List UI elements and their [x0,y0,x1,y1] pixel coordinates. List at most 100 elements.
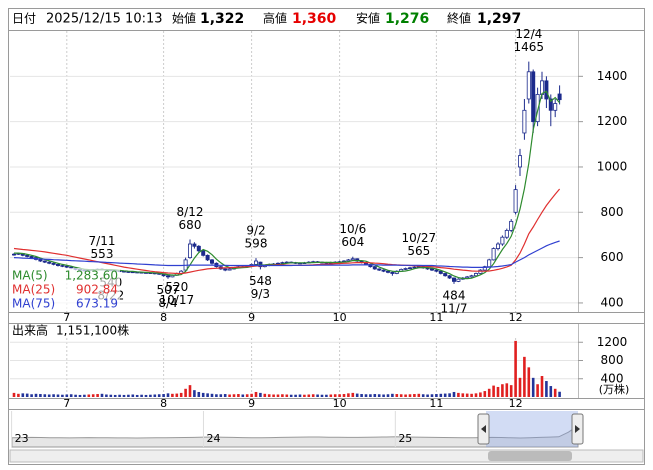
legend-name: MA(5) [12,269,48,283]
candle-body [491,248,496,261]
volume-bar [210,393,214,397]
volume-bar [386,394,390,397]
volume-bar [96,394,99,397]
volume-bar [272,394,275,397]
y-tick-label: 600 [601,250,624,264]
candle-body [201,250,206,256]
navigator-selection[interactable] [486,411,578,447]
volume-bar [360,394,363,397]
legend-value: 1,283.60 [65,269,118,283]
volume-bar [443,393,447,397]
volume-bar [483,391,487,397]
annotation-date: 12/4 [515,27,542,41]
volume-bar [553,388,557,397]
volume-bar [545,381,548,397]
volume-bar [461,393,465,397]
legend: MA(5) 1,283.60 MA(25) 902.84 MA(75) 673.19 [10,268,120,311]
volume-bar [245,394,249,397]
candle-body [438,270,443,274]
volume-bar [294,394,297,397]
volume-bar [382,394,385,397]
volume-bar [523,356,526,397]
volume-bar [78,394,82,397]
volume-bar [109,394,113,397]
candle-body [51,262,56,265]
candle-body [209,259,214,264]
volume-bar [549,386,553,397]
x-tick-label: 7 [63,311,70,324]
scrollbar-thumb[interactable] [488,451,572,461]
volume-bar [395,394,399,397]
candle-body [56,264,61,266]
volume-bar [250,393,253,397]
volume-bar [338,394,341,397]
volume-bar [91,394,95,397]
volume-bar [514,340,517,397]
volume-bar [527,367,531,397]
candle-body [38,259,43,262]
volume-bar [87,394,91,397]
navigator-year: 24 [206,432,220,445]
volume-bar [342,394,346,397]
volume-bar [201,392,205,397]
candle-body [447,275,452,279]
volume-bar [228,394,231,397]
header-label: 安値 [356,11,380,26]
y-tick-label: 800 [601,205,624,219]
volume-bar [193,390,196,397]
volume-bar [518,377,522,397]
legend-value: 902.84 [76,283,118,297]
annotation-date: 10/6 [339,222,366,236]
candle-body [518,155,523,168]
candle-body [227,268,232,271]
handle-arrow [481,425,486,433]
volume-bar [263,393,267,397]
volume-bar [157,394,161,397]
candle-body [504,230,509,238]
x-tick-label: 12 [509,311,523,324]
annotation-value: 484 [443,288,466,302]
navigator-year: 25 [398,432,412,445]
volume-bar [100,393,104,397]
volume-bar [188,385,192,397]
volume-bar [298,394,302,397]
volume-bar [501,384,504,397]
candle-body [196,245,201,252]
candle-body [47,261,52,264]
volume-bar [47,394,51,397]
candle-body [403,268,408,270]
volume-bar [267,394,271,397]
x-tick-label: 9 [248,311,255,324]
volume-bar [175,393,179,397]
volume-bar [39,394,42,397]
volume-bar [487,388,491,397]
candle-body [522,109,527,134]
candle-body [11,253,16,256]
volume-bar [452,391,456,397]
volume-bar [171,393,174,397]
volume-bar [435,394,438,397]
legend-value: 673.19 [76,297,118,311]
candle-body [275,262,280,265]
volume-bar [61,394,64,397]
candle-body [473,273,478,277]
volume-bar [465,393,469,397]
annotation-date: 11/7 [441,301,468,315]
volume-bar [355,393,359,397]
candle-body [535,94,540,123]
volume-bar [536,384,539,397]
volume-bar [135,394,139,397]
candle-body [258,261,263,268]
header-label: 始値 [172,11,196,26]
volume-bar [105,394,108,397]
volume-bar [65,394,69,397]
candle-body [557,93,562,101]
volume-bar [391,393,394,397]
scrollbar[interactable] [9,449,644,463]
volume-bar [377,394,381,397]
navigator: 23 24 25 [11,411,579,448]
candle-body [350,258,355,261]
volume-bar [417,393,421,397]
volume-bar [127,394,130,397]
y-tick-label: 1400 [597,69,628,83]
